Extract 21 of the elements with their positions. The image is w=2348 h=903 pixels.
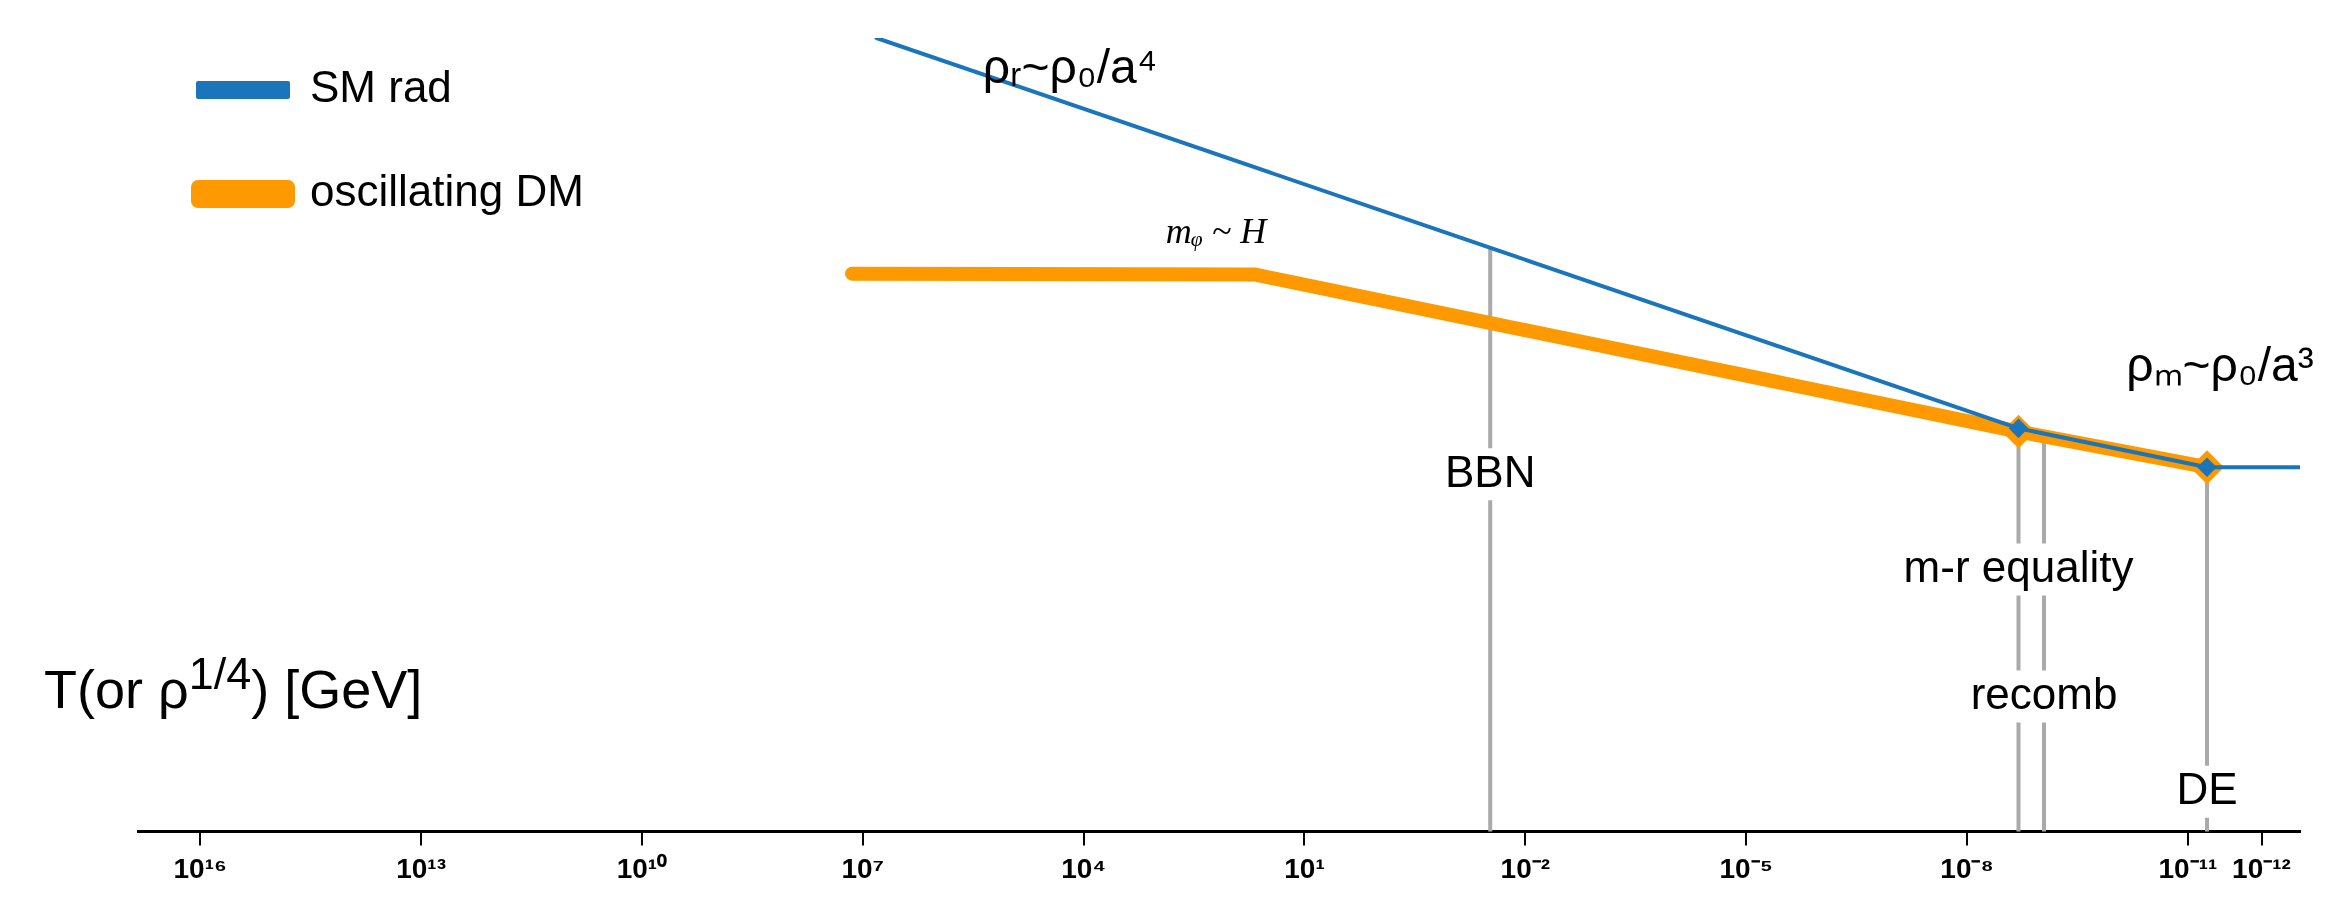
legend-label: oscillating DM xyxy=(310,166,584,216)
x-axis-title: T(or ρ$^{1/4}$) [GeV] xyxy=(44,648,423,720)
ref-line-label: m-r equality xyxy=(1903,541,2134,591)
legend-label: SM rad xyxy=(310,62,452,112)
x-tick-label: 10⁷ xyxy=(841,852,885,884)
x-tick-label: 10¹⁶ xyxy=(173,852,227,884)
x-tick-label: 10⁻² xyxy=(1500,852,1551,884)
x-tick-label: 10⁻¹¹ xyxy=(2158,852,2218,884)
ref-line-label: BBN xyxy=(1444,446,1536,496)
x-tick-label: 10⁻¹² xyxy=(2232,852,2291,884)
x-tick-label: 10¹ xyxy=(1284,852,1325,884)
ref-line-label: recomb xyxy=(1970,668,2118,718)
annotation: ρₘ~ρ₀/a³ xyxy=(2126,338,2314,392)
annotation: ρᵣ~ρ₀/a⁴ xyxy=(982,40,1158,94)
x-tick-label: 10⁴ xyxy=(1061,852,1107,884)
x-tick-label: 10¹⁰ xyxy=(616,852,668,884)
x-tick-label: 10⁻⁸ xyxy=(1940,852,1994,884)
x-tick-label: 10¹³ xyxy=(396,852,446,884)
ref-line-label: DE xyxy=(2176,763,2238,813)
x-tick-label: 10⁻⁵ xyxy=(1719,852,1773,884)
annotation: mᵩ ~ H xyxy=(1165,211,1269,252)
